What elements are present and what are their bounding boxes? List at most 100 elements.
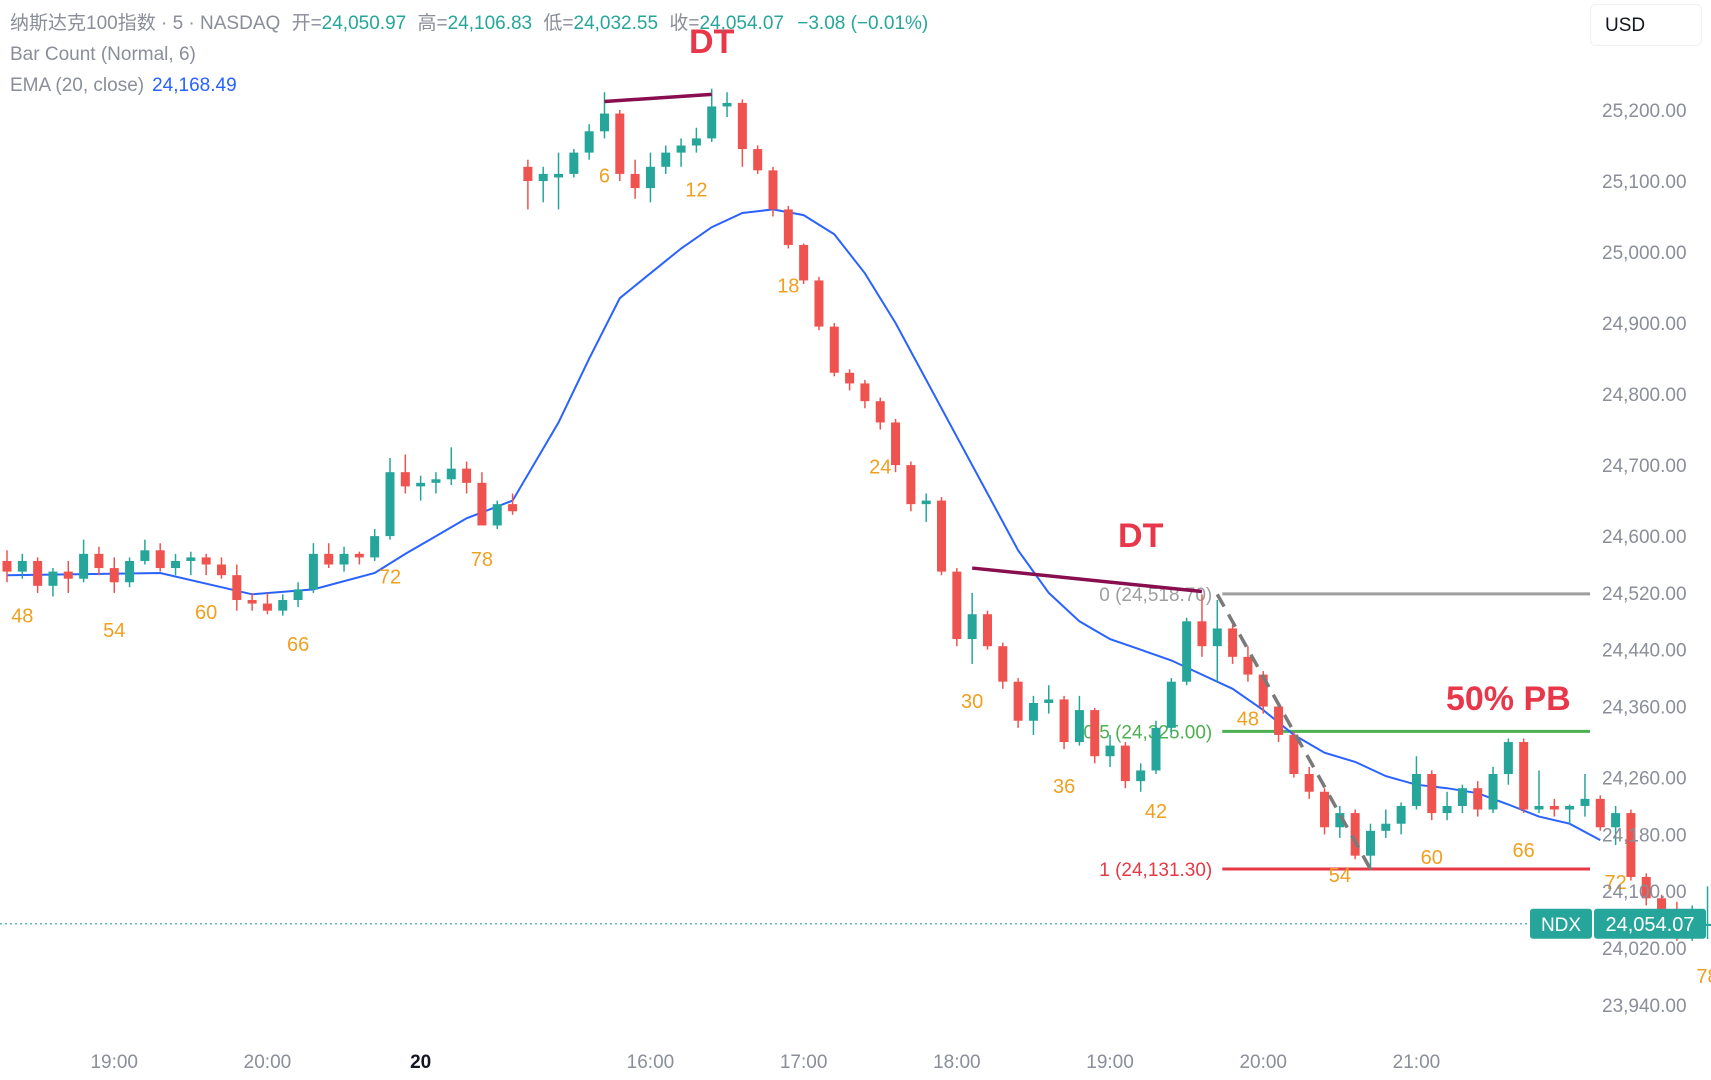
candle-body	[186, 557, 196, 561]
candle-body	[171, 560, 181, 569]
candle-body	[1519, 742, 1529, 810]
candle-body	[799, 244, 809, 281]
candle-body	[477, 482, 487, 526]
candle-body	[1611, 813, 1621, 828]
ema-indicator-label[interactable]: EMA (20, close)	[10, 75, 145, 96]
price-axis[interactable]: 23,940.00 24,020.00 24,100.00 24,180.00 24,2…	[1602, 101, 1687, 1017]
fib-retracement[interactable]: 0 (24,518.70)0.5 (24,325.00)1 (24,131.30…	[1083, 585, 1590, 881]
candle-body	[523, 166, 533, 182]
candle-body	[691, 138, 701, 146]
candle-body	[1442, 805, 1452, 814]
bar-count-label: 72	[379, 567, 401, 589]
y-tick-label: 24,800.00	[1602, 385, 1687, 406]
candle-body	[829, 326, 839, 373]
candle-body	[845, 372, 855, 384]
bar-count-label: 78	[471, 549, 493, 571]
ema-polyline	[6, 208, 1601, 841]
candle-body	[2, 560, 12, 572]
y-tick-label: 24,600.00	[1602, 527, 1687, 548]
candle-body	[1105, 745, 1115, 757]
bar-count-label: 12	[685, 180, 707, 202]
candle-body	[584, 131, 594, 153]
candle-body	[446, 468, 456, 480]
candle-body	[293, 589, 303, 601]
bar-count-label: 36	[1053, 776, 1075, 798]
currency-button[interactable]: USD	[1590, 4, 1702, 46]
symbol-tag-label: NDX	[1541, 915, 1581, 936]
y-tick-label: 24,100.00	[1602, 882, 1687, 903]
candle-body	[921, 500, 931, 505]
candle-body	[1427, 774, 1437, 814]
candle-body	[860, 383, 870, 402]
low-value: 24,032.55	[573, 13, 659, 34]
candle-body	[262, 603, 272, 611]
close-value: 24,054.07	[699, 13, 784, 34]
candle-body	[216, 564, 226, 576]
candle-body	[1013, 681, 1023, 721]
candle-body	[937, 500, 947, 572]
candle-body	[1074, 710, 1084, 743]
candle-body	[508, 504, 518, 512]
candle-body	[1090, 710, 1100, 757]
x-tick-label: 20:00	[244, 1052, 292, 1073]
candle-body	[1534, 805, 1544, 810]
y-tick-label: 24,440.00	[1602, 641, 1687, 662]
bar-count-label: 48	[1237, 709, 1259, 731]
candle-body	[1304, 774, 1314, 792]
time-axis[interactable]: 19:00 20:00 20 16:00 17:00 18:00 19:00 20:00 21:…	[90, 1052, 1440, 1073]
legend-row-ema: EMA (20, close) 24,168.49	[10, 70, 928, 101]
candle-body	[1243, 656, 1253, 675]
candle-body	[1473, 788, 1483, 810]
bar-count-indicator-label[interactable]: Bar Count (Normal, 6)	[10, 44, 196, 65]
bar-count-labels: 48 54 60 66 72 78 6 12 18 24 30 36 42 48 54 60 66 72 78	[11, 165, 1711, 988]
candle-body	[354, 553, 364, 558]
x-tick-label: 17:00	[780, 1052, 828, 1073]
y-tick-label: 25,200.00	[1602, 101, 1687, 122]
candle-body	[1549, 805, 1559, 810]
y-tick-label: 25,100.00	[1602, 172, 1687, 193]
y-tick-label: 24,360.00	[1602, 698, 1687, 719]
candle-body	[278, 600, 288, 611]
candle-body	[1028, 702, 1038, 721]
candle-body	[125, 560, 135, 583]
y-tick-label: 24,900.00	[1602, 314, 1687, 335]
candle-body	[753, 149, 763, 171]
x-tick-label: 16:00	[627, 1052, 675, 1073]
candle-body	[63, 571, 73, 579]
candle-body	[1182, 621, 1192, 682]
candle-body	[140, 550, 150, 561]
candle-body	[1626, 813, 1636, 877]
candle-body	[1044, 699, 1054, 703]
trendlines[interactable]	[604, 92, 1373, 871]
candle-body	[431, 479, 441, 483]
candle-body	[1595, 798, 1605, 828]
candle-body	[17, 560, 27, 572]
candle-body	[247, 600, 257, 604]
x-tick-label: 19:00	[90, 1052, 138, 1073]
y-tick-label: 24,520.00	[1602, 584, 1687, 605]
candle-body	[1289, 734, 1299, 775]
candle-body	[1258, 674, 1268, 707]
candle-body	[94, 553, 104, 569]
candle-body	[707, 106, 717, 139]
ema-line	[6, 208, 1601, 841]
legend-row-symbol: 纳斯达克100指数 · 5 · NASDAQ 开=24,050.97 高=24,…	[10, 8, 928, 39]
last-price-tag: NDX 24,054.07	[0, 908, 1706, 939]
candle-body	[109, 568, 119, 583]
candle-body	[1059, 699, 1069, 743]
candle-body	[1212, 628, 1222, 647]
candle-body	[1320, 791, 1330, 828]
symbol-title[interactable]: 纳斯达克100指数 · 5 · NASDAQ	[10, 13, 281, 34]
candle-body	[1350, 813, 1360, 856]
x-tick-label: 19:00	[1086, 1052, 1134, 1073]
candle-body	[722, 102, 732, 107]
candle-body	[155, 550, 165, 569]
candle-body	[1641, 876, 1651, 899]
candle-body	[783, 209, 793, 245]
price-tag-bg	[1594, 908, 1706, 939]
bar-count-label: 18	[777, 275, 799, 297]
candle-body	[569, 152, 579, 174]
ema-indicator-value: 24,168.49	[152, 75, 237, 96]
candle-body	[1488, 774, 1498, 810]
